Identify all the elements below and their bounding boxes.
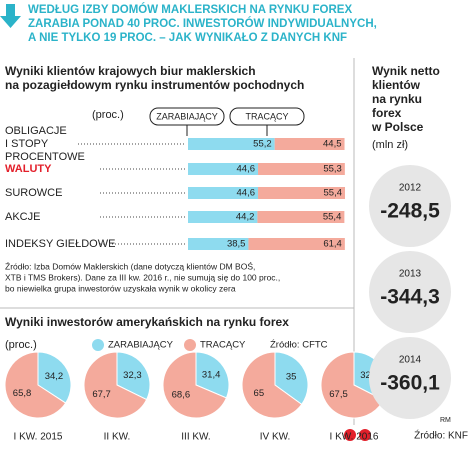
bar-segment: [258, 187, 345, 199]
pie-slice: [4, 351, 67, 419]
bar-segment: [188, 138, 275, 150]
source: XTB i TMS Brokers). Dane za III kw. 2016…: [5, 272, 280, 282]
unit: (mln zł): [372, 139, 408, 151]
header-line: ZARABIA PONAD 40 PROC. INWESTORÓW INDYWI…: [28, 17, 377, 30]
value-label: 61,4: [323, 239, 342, 250]
value-label: 67,5: [329, 389, 348, 400]
stat-value: -248,5: [380, 200, 440, 223]
year-label: 2014: [399, 355, 422, 366]
unit: (proc.): [92, 109, 124, 121]
source: bo niewielka grupa inwestorów uzyskała w…: [5, 283, 236, 293]
unit: (proc.): [5, 339, 37, 351]
panel-title: forex: [372, 106, 402, 120]
value-label: 44,5: [323, 139, 342, 150]
category-label: OBLIGACJE: [5, 125, 67, 137]
header-line: WEDŁUG IZBY DOMÓW MAKLERSKICH NA RYNKU F…: [28, 3, 352, 16]
pie-slice: [116, 351, 151, 401]
pie-slice: [83, 351, 148, 419]
logo: [344, 429, 371, 441]
category-label: IV KW.: [260, 432, 291, 443]
value-label: 32,3: [123, 370, 142, 381]
chart-title: Wyniki inwestorów amerykańskich na rynku…: [5, 315, 289, 329]
panel-title: Wynik netto: [372, 64, 440, 78]
footer-source: Źródło: KNF: [414, 429, 468, 442]
category-label: WALUTY: [5, 163, 52, 175]
category-label: AKCJE: [5, 211, 40, 223]
stat-value: -344,3: [380, 286, 440, 309]
value-label: 68,6: [172, 390, 191, 401]
arrow-icon: [0, 4, 21, 28]
value-label: 55,3: [323, 164, 342, 175]
bar-segment: [188, 211, 258, 223]
value-label: 67,7: [92, 389, 111, 400]
bar-segment: [188, 187, 259, 199]
pie-slice: [162, 351, 228, 419]
category-label: I KW. 2015: [14, 432, 63, 443]
value-label: 44,6: [237, 164, 256, 175]
stat-circle: [369, 165, 451, 247]
panel-title: w Polsce: [371, 120, 424, 134]
bar-segment: [248, 238, 345, 250]
bar-segment: [188, 163, 259, 175]
year-label: 2012: [399, 183, 422, 194]
value-label: 65: [254, 388, 265, 399]
legend-label: ZARABIAJĄCY: [108, 340, 174, 351]
panel-title: na rynku: [372, 92, 422, 106]
bar-segment: [274, 138, 345, 150]
legend-label: ZARABIAJĄCY: [156, 111, 218, 121]
category-label: INDEKSY GIEŁDOWE: [5, 238, 115, 250]
category-label: PROCENTOWE: [5, 151, 85, 163]
source: Źródło: CFTC: [270, 340, 328, 351]
pie-slice: [195, 351, 230, 399]
category-label: I KW. 2016: [330, 432, 379, 443]
chart-title: na pozagiełdowym rynku instrumentów poch…: [5, 78, 304, 92]
legend-swatch: [184, 339, 196, 351]
category-label: II KW.: [104, 432, 131, 443]
header-line: A NIE TYLKO 19 PROC. – JAK WYNIKAŁO Z DA…: [28, 32, 347, 44]
value-label: 44,6: [237, 188, 256, 199]
legend-label: TRACĄCY: [245, 111, 288, 121]
panel-title: klientów: [372, 78, 421, 92]
value-label: 31,4: [202, 370, 221, 381]
category-label: SUROWCE: [5, 187, 62, 199]
value-label: 65,8: [13, 388, 32, 399]
credit: RM: [440, 417, 451, 424]
stat-circle: [369, 251, 451, 333]
bar-segment: [188, 238, 249, 250]
pie-slice: [320, 351, 385, 419]
pie-slice: [241, 351, 303, 419]
legend-swatch: [92, 339, 104, 351]
value-label: 55,4: [323, 212, 342, 223]
value-label: 38,5: [227, 239, 246, 250]
source: Źródło: Izba Domów Maklerskich (dane dot…: [5, 260, 255, 271]
value-label: 34,2: [45, 371, 64, 382]
value-label: 35: [286, 371, 297, 382]
category-label: I STOPY: [5, 138, 49, 150]
chart-title: Wyniki klientów krajowych biur maklerski…: [5, 64, 256, 78]
value-label: 55,4: [324, 188, 343, 199]
bar-segment: [257, 211, 345, 223]
year-label: 2013: [399, 269, 422, 280]
pie-slice: [274, 351, 309, 406]
legend-label: TRACĄCY: [200, 340, 246, 351]
category-label: III KW.: [181, 432, 210, 443]
bar-segment: [258, 163, 345, 175]
stat-value: -360,1: [380, 372, 440, 395]
stat-circle: [369, 337, 451, 419]
value-label: 55,2: [253, 139, 272, 150]
value-label: 44,2: [236, 212, 255, 223]
